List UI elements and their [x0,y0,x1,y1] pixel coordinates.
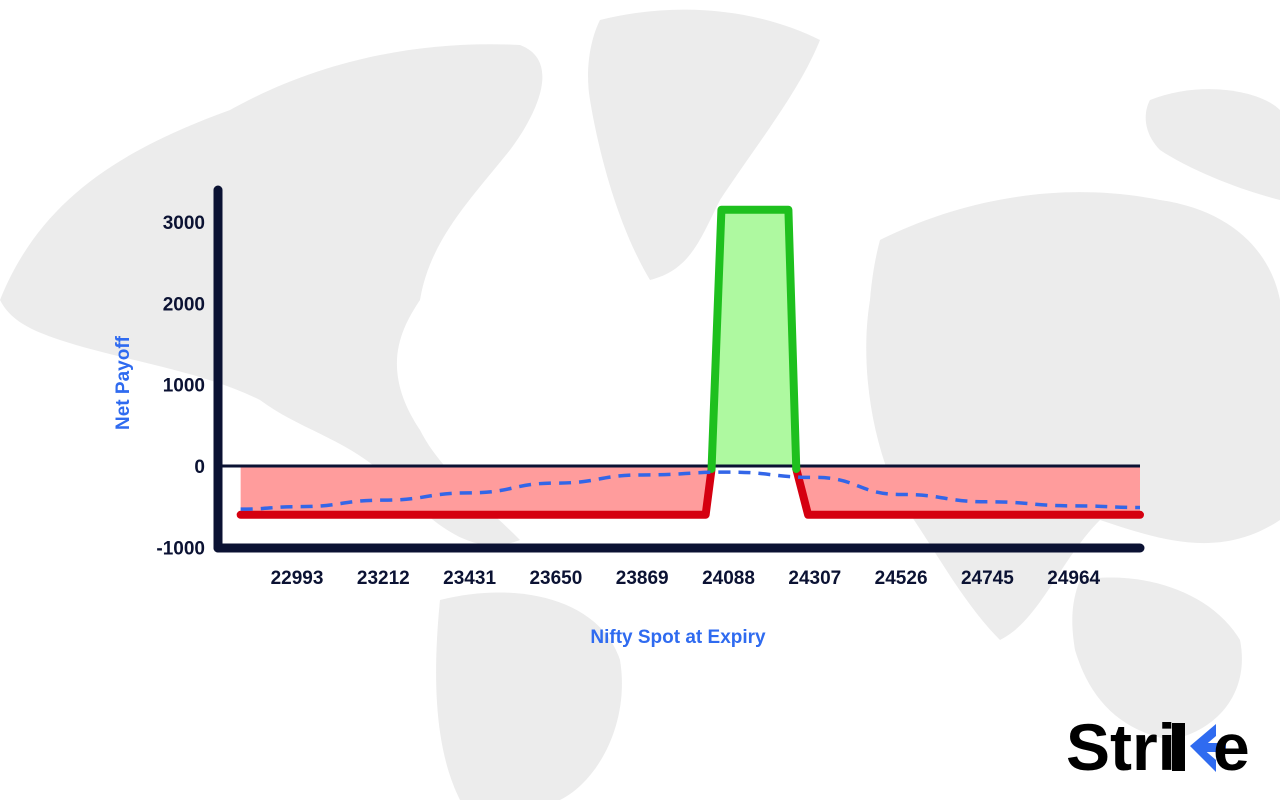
payoff-lines [236,205,1144,519]
x-tick-label: 24307 [788,568,841,589]
y-tick-label: 1000 [163,376,205,397]
x-tick-label: 23212 [357,568,410,589]
x-axis-title: Nifty Spot at Expiry [590,627,766,648]
x-tick-label: 23869 [616,568,669,589]
loss-line [792,465,1144,519]
brand-logo-e: e [1213,710,1250,784]
y-tick-label: -1000 [156,538,205,559]
strike-logo: Stri e [1066,710,1250,784]
profit-line [707,205,801,473]
x-tick-labels: 22993 23212 23431 23650 23869 24088 24307 24526… [271,568,1101,589]
x-tick-label: 23431 [443,568,496,589]
brand-logo-k-mark [1172,723,1226,772]
y-tick-label: 3000 [163,213,205,234]
world-map-background [0,9,1280,800]
x-tick-label: 22993 [271,568,324,589]
loss-area [240,466,712,515]
x-tick-label: 24745 [961,568,1014,589]
profit-area [711,209,797,467]
brand-logo-text: Stri [1066,710,1176,784]
y-tick-label: 0 [194,457,205,478]
x-tick-label: 24088 [702,568,755,589]
dashed-line [240,470,1141,511]
payoff-fill-areas [240,209,1140,515]
y-tick-label: 2000 [163,294,205,315]
x-tick-label: 23650 [529,568,582,589]
loss-area [796,466,1140,515]
y-tick-labels: 3000 2000 1000 0 -1000 [156,213,205,559]
x-tick-label: 24964 [1047,568,1100,589]
loss-line [236,465,716,519]
y-axis-title: Net Payoff [113,335,134,430]
x-tick-label: 24526 [875,568,928,589]
